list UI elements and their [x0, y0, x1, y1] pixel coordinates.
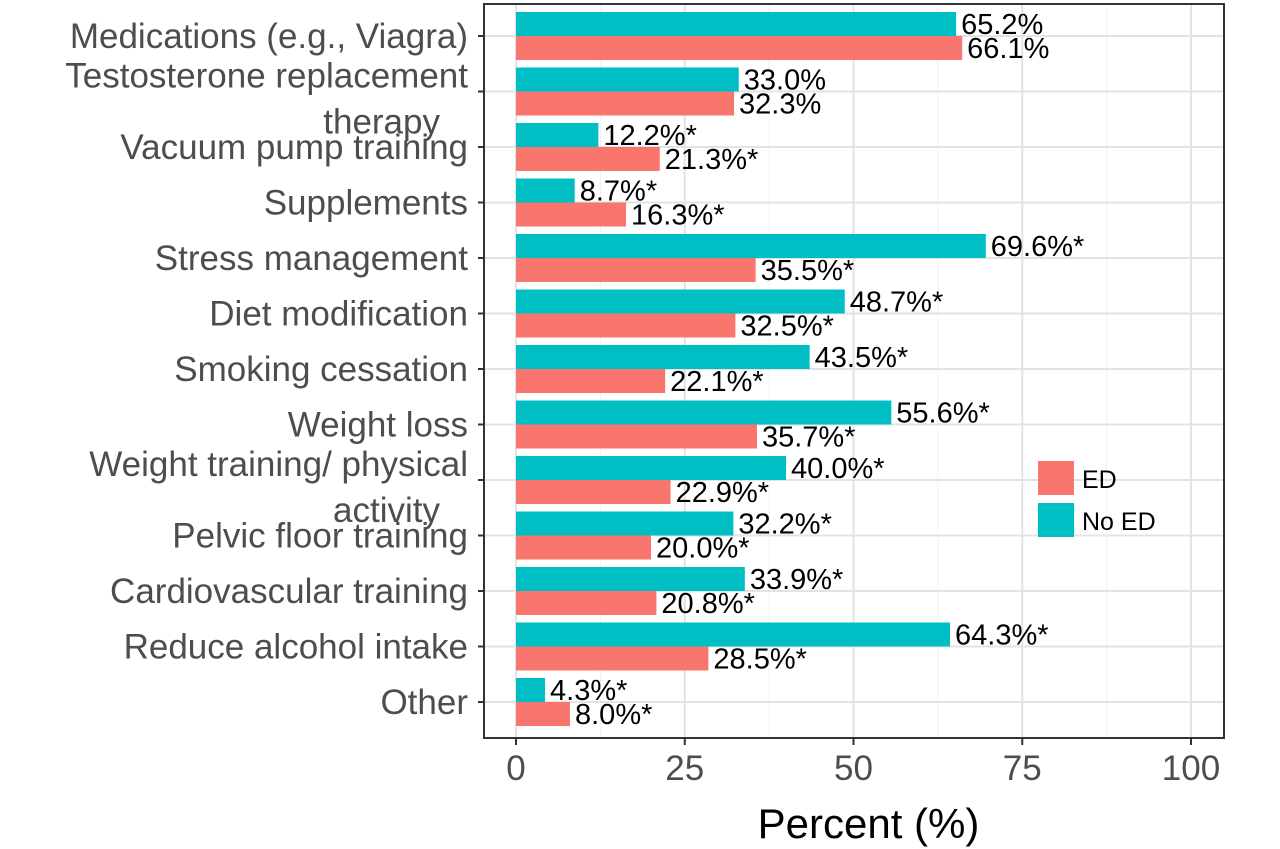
data-label: 20.8%*	[661, 588, 755, 620]
x-tick-label: 0	[506, 749, 525, 788]
data-label: 28.5%*	[713, 644, 807, 676]
bar-ed	[516, 424, 757, 449]
data-label: 64.3%*	[955, 620, 1049, 652]
bar-no-ed	[516, 123, 599, 147]
data-label: 35.5%*	[761, 255, 855, 287]
data-label: 21.3%*	[665, 144, 759, 176]
bar-no-ed	[516, 567, 745, 591]
data-label: 32.5%*	[740, 311, 834, 343]
data-label: 8.0%*	[575, 699, 652, 731]
bar-no-ed	[516, 456, 786, 480]
category-label: Vacuum pump training	[120, 128, 468, 167]
category-label: Diet modification	[209, 295, 468, 334]
data-label: 12.2%*	[603, 120, 697, 152]
category-labels: Medications (e.g., Viagra)Testosterone r…	[65, 17, 468, 722]
data-label: 66.1%	[967, 33, 1049, 65]
data-label: 33.0%	[744, 65, 826, 97]
legend-key	[1038, 461, 1074, 495]
data-label: 33.9%*	[750, 564, 844, 596]
bar-ed	[516, 147, 660, 171]
bar-ed	[516, 480, 671, 504]
data-label: 55.6%*	[896, 398, 990, 430]
data-label: 16.3%*	[631, 200, 725, 232]
bar-ed	[516, 646, 709, 671]
bar-ed	[516, 369, 666, 393]
category-label: Other	[380, 683, 468, 722]
bar-ed	[516, 36, 963, 60]
category-label: Weight loss	[288, 406, 468, 445]
category-label: Pelvic floor training	[172, 517, 468, 556]
legend-label: No ED	[1082, 508, 1156, 536]
bar-no-ed	[516, 345, 810, 369]
bar-no-ed	[516, 511, 734, 536]
bar-ed	[516, 258, 756, 282]
x-axis-ticks: 0 25 50 75 100	[478, 35, 1220, 788]
data-label: 40.0%*	[791, 453, 885, 485]
x-tick-label: 50	[834, 749, 873, 788]
category-label: Medications (e.g., Viagra)	[70, 17, 468, 56]
bar-no-ed	[516, 678, 546, 702]
category-label: Weight training/ physical activity	[89, 445, 468, 530]
bar-no-ed	[516, 178, 575, 203]
data-label: 65.2%	[961, 9, 1043, 41]
legend-label: ED	[1082, 466, 1117, 494]
bar-ed	[516, 591, 657, 615]
bar-ed	[516, 91, 735, 116]
bar-no-ed	[516, 67, 739, 92]
data-label: 69.6%*	[991, 231, 1085, 263]
data-label: 22.1%*	[670, 366, 764, 398]
data-labels: 65.2% 33.0% 12.2%* 8.7%* 69.6%* 48.7%* 43.5%* 5…	[550, 9, 1084, 731]
data-label: 32.2%*	[738, 509, 832, 541]
x-tick-label: 75	[1003, 749, 1042, 788]
bar-ed	[516, 202, 627, 227]
bar-ed	[516, 535, 651, 560]
bar-ed	[516, 313, 736, 338]
x-axis-title: Percent (%)	[758, 800, 980, 847]
data-label: 35.7%*	[762, 422, 856, 454]
category-label: Testosterone replacement therapy	[65, 57, 468, 142]
bar-no-ed	[516, 622, 951, 647]
data-label: 20.0%*	[656, 533, 750, 565]
data-label: 22.9%*	[676, 477, 770, 509]
category-label: Reduce alcohol intake	[124, 628, 468, 667]
category-label: Supplements	[264, 184, 468, 223]
bar-no-ed	[516, 289, 845, 314]
legend-key	[1038, 503, 1074, 537]
category-label: Stress management	[155, 239, 468, 278]
x-tick-label: 25	[665, 749, 704, 788]
category-label: Smoking cessation	[174, 350, 468, 389]
data-label: 43.5%*	[815, 342, 909, 374]
bar-no-ed	[516, 400, 892, 425]
bar-ed	[516, 702, 570, 726]
data-label: 32.3%	[739, 89, 821, 121]
legend: ED No ED	[1038, 461, 1156, 537]
data-label: 8.7%*	[580, 176, 657, 208]
bar-no-ed	[516, 12, 957, 36]
bar-no-ed	[516, 234, 986, 258]
data-label: 4.3%*	[550, 675, 627, 707]
bars	[516, 12, 986, 726]
x-tick-label: 100	[1162, 749, 1220, 788]
data-label: 48.7%*	[850, 287, 944, 319]
category-label: Cardiovascular training	[110, 572, 468, 611]
